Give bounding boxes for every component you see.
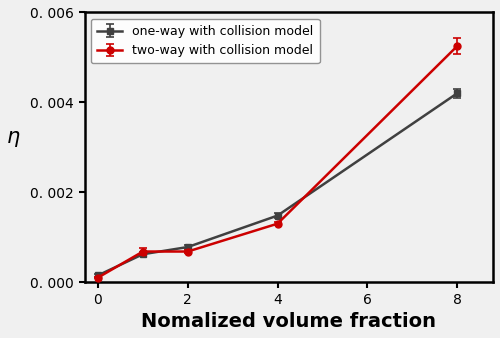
X-axis label: Nomalized volume fraction: Nomalized volume fraction [142,312,437,331]
Y-axis label: η: η [7,127,20,147]
Legend: one-way with collision model, two-way with collision model: one-way with collision model, two-way wi… [91,19,320,64]
